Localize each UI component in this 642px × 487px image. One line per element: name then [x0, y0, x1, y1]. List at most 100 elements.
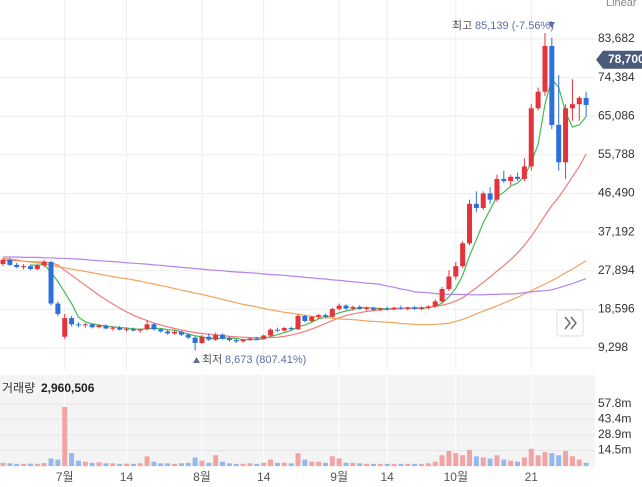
volume-bar	[123, 463, 129, 466]
x-tick-label: 9월	[330, 470, 348, 484]
volume-bar	[377, 463, 383, 466]
x-tick-label: 21	[525, 470, 539, 484]
candle-body	[418, 307, 424, 309]
volume-bar	[439, 455, 445, 466]
volume-bar	[110, 463, 116, 466]
volume-bar	[247, 463, 253, 466]
volume-bar	[27, 463, 33, 466]
candle-body	[261, 335, 267, 339]
candle-body	[206, 336, 212, 340]
low-annotation-value: 8,673 (807.41%)	[225, 354, 306, 366]
x-tick-label: 14	[120, 470, 134, 484]
candle-body	[7, 259, 13, 265]
candle-body	[515, 176, 521, 179]
candle-body	[528, 108, 534, 167]
x-tick-label: 8월	[193, 470, 211, 484]
volume-bar	[7, 463, 13, 466]
volume-bar	[261, 462, 267, 466]
volume-bar	[206, 462, 212, 466]
volume-bar	[62, 406, 68, 466]
candle-body	[473, 203, 479, 208]
candle-body	[41, 261, 47, 266]
volume-bar	[487, 458, 493, 466]
volume-bar	[220, 461, 226, 466]
candle-body	[48, 261, 54, 304]
volume-bar	[288, 463, 294, 466]
candle-body	[542, 45, 548, 92]
candle-body	[377, 308, 383, 310]
volume-bar	[89, 462, 95, 466]
candle-body	[268, 329, 274, 336]
volume-panel	[0, 375, 595, 467]
volume-bar	[75, 460, 81, 466]
candle-body	[480, 193, 486, 208]
volume-bar	[268, 459, 274, 466]
candle-body	[89, 324, 95, 328]
candle-body	[192, 337, 198, 343]
volume-bar	[528, 448, 534, 466]
candle-body	[336, 305, 342, 309]
candle-body	[295, 315, 301, 330]
candle-body	[467, 203, 473, 244]
candle-body	[302, 315, 308, 321]
candle-body	[309, 316, 315, 321]
volume-bar	[137, 463, 143, 466]
volume-bar	[172, 463, 178, 466]
moving-averages	[2, 77, 587, 341]
volume-bar	[103, 463, 109, 466]
candle-body	[240, 339, 246, 342]
y-tick-label: 27,894	[598, 263, 635, 277]
candle-body	[453, 266, 459, 277]
candle-body	[563, 108, 569, 163]
volume-bar	[480, 457, 486, 466]
candle-body	[350, 306, 356, 309]
candle-body	[75, 324, 81, 326]
y-tick-label: 55,788	[598, 147, 635, 161]
volume-bar	[41, 462, 47, 466]
low-arrow	[193, 357, 200, 363]
current-price-tag	[596, 50, 642, 69]
moving-average-line	[2, 257, 587, 326]
volume-bar	[343, 462, 349, 466]
volume-bars	[0, 406, 589, 466]
volume-bar	[446, 450, 452, 466]
candle-body	[199, 336, 205, 343]
volume-bar	[322, 462, 328, 466]
high-arrow	[548, 22, 555, 28]
volume-bar	[432, 461, 438, 466]
x-tick-label: 14	[257, 470, 271, 484]
candle-body	[439, 288, 445, 302]
candles	[0, 32, 589, 351]
volume-tick-label: 14.5m	[598, 443, 631, 457]
y-tick-label: 65,086	[598, 108, 635, 122]
candle-body	[329, 308, 335, 317]
candle-body	[384, 308, 390, 310]
volume-bar	[178, 463, 184, 466]
candle-body	[364, 307, 370, 309]
candle-body	[14, 264, 20, 267]
candle-body	[21, 266, 27, 268]
candle-body	[34, 265, 40, 270]
volume-bar	[185, 462, 191, 466]
volume-bar	[130, 463, 136, 466]
volume-tick-label: 28.9m	[598, 427, 631, 441]
volume-value: 2,960,506	[41, 381, 95, 395]
volume-bar	[508, 460, 514, 466]
candle-body	[322, 315, 328, 317]
candle-body	[96, 325, 102, 328]
candle-body	[274, 329, 280, 331]
volume-bar	[302, 459, 308, 466]
candle-body	[178, 331, 184, 335]
volume-bar	[336, 458, 342, 466]
volume-bar	[295, 453, 301, 466]
scroll-right-button[interactable]	[556, 309, 584, 337]
volume-bar	[391, 463, 397, 466]
volume-bar	[542, 452, 548, 466]
candle-body	[62, 318, 68, 337]
candle-body	[158, 329, 164, 332]
y-tick-label: 37,192	[598, 224, 635, 238]
candle-body	[583, 97, 589, 105]
candle-body	[405, 307, 411, 309]
candle-body	[569, 104, 575, 109]
